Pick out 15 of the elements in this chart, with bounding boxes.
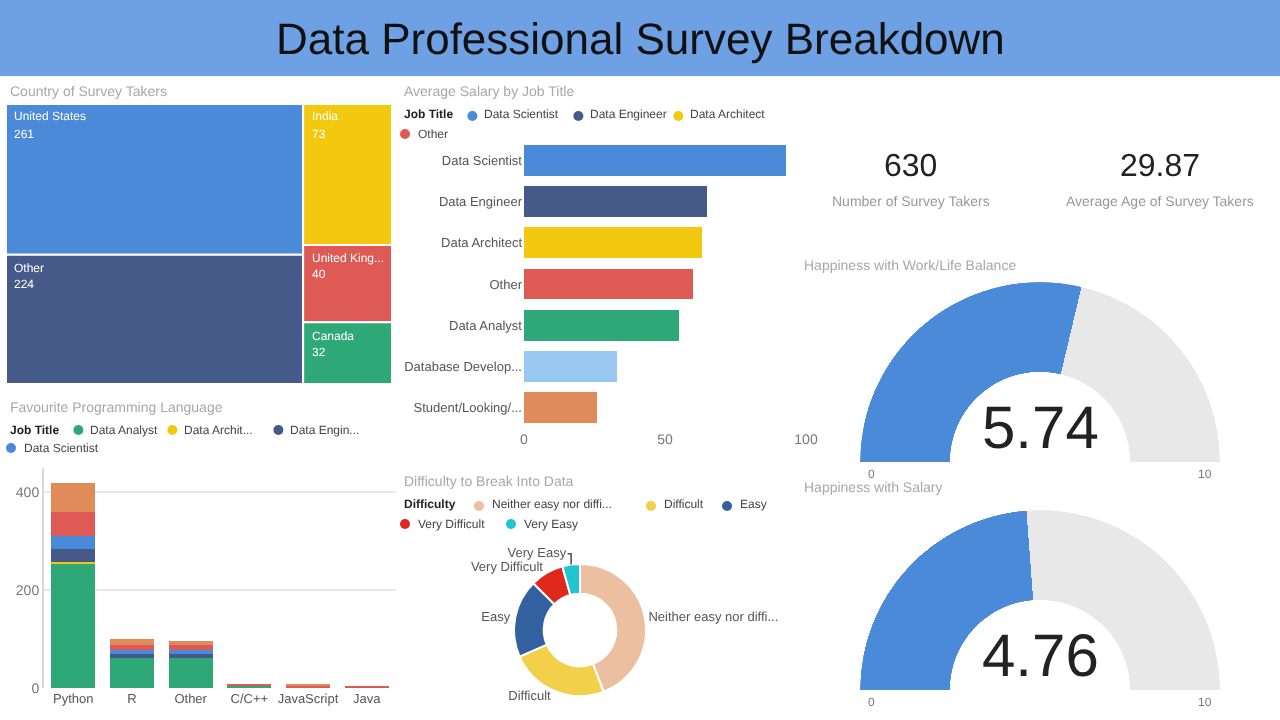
data-label: 5.74 (982, 396, 1099, 462)
bar (51, 548, 96, 562)
bar (51, 482, 96, 512)
bar (168, 645, 213, 651)
bar (51, 536, 96, 549)
data-label: 4.76 (982, 624, 1099, 690)
bar (110, 639, 154, 645)
bar (51, 512, 96, 537)
bar (168, 657, 213, 688)
text: Data Professional Survey Breakdown (276, 14, 1005, 64)
bar (110, 644, 154, 650)
data-label: 630 (884, 150, 938, 184)
data-label: 29.87 (1120, 150, 1201, 184)
bar (110, 657, 154, 688)
bar (51, 563, 96, 688)
